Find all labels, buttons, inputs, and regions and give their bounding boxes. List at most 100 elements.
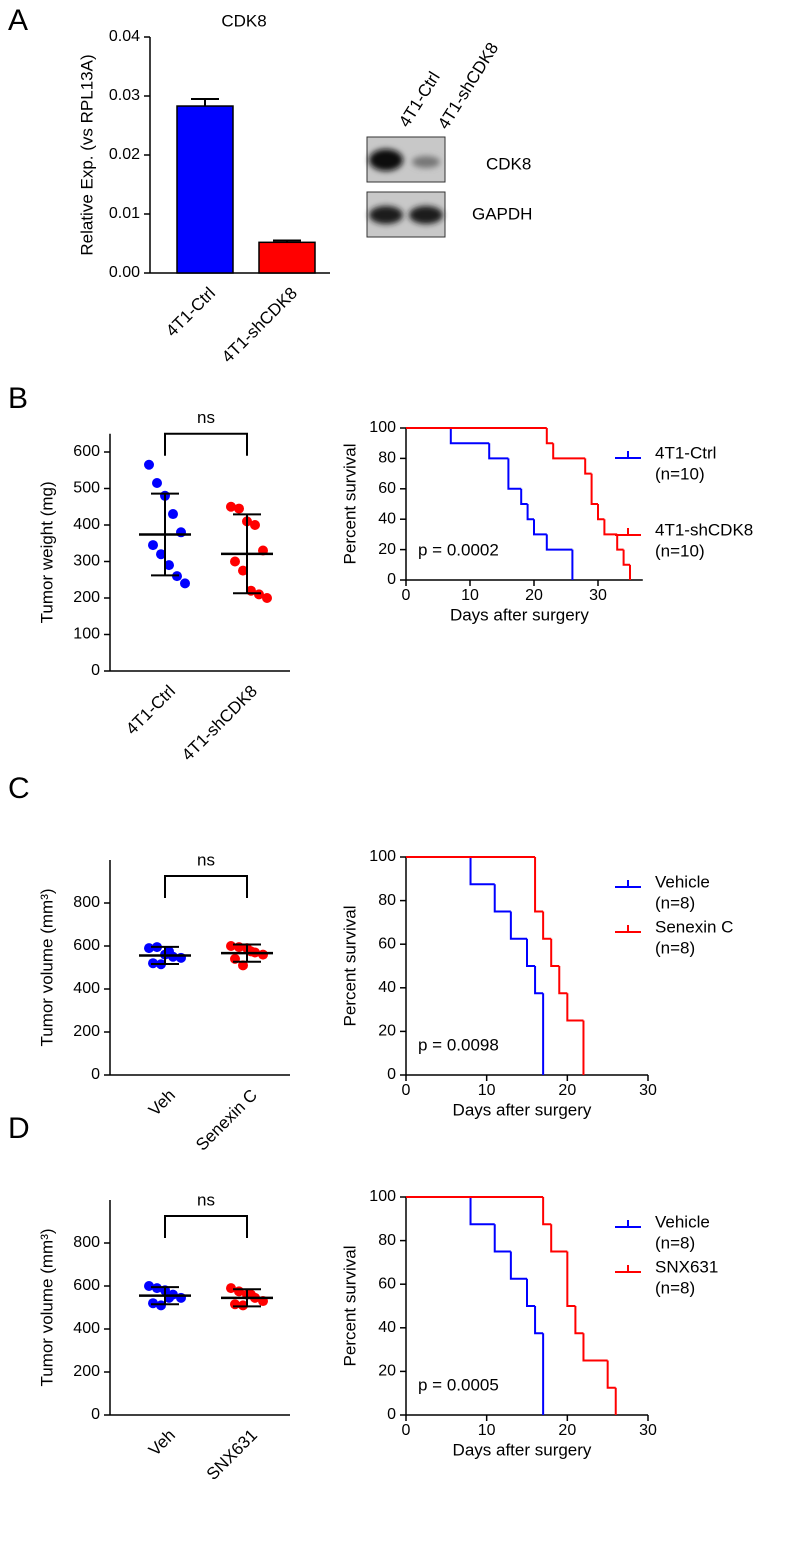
dot xyxy=(144,943,154,954)
y-tick-label: 40 xyxy=(378,510,396,527)
survival-step xyxy=(558,966,568,995)
blot-band xyxy=(409,206,443,224)
y-axis-label: Tumor volume (mm³) xyxy=(37,888,56,1046)
dot xyxy=(144,459,154,470)
bar xyxy=(176,105,234,274)
legend-swatch xyxy=(615,880,641,888)
legend-swatch xyxy=(615,528,641,536)
survival-step xyxy=(552,443,586,460)
y-tick-label: 0 xyxy=(387,1066,396,1083)
panel-letter: C xyxy=(8,772,30,805)
survival-step xyxy=(622,549,630,566)
significance-bracket xyxy=(164,875,248,898)
dot xyxy=(156,549,166,560)
legend-label: Senexin C xyxy=(655,917,733,936)
dot xyxy=(164,560,174,571)
significance-label: ns xyxy=(197,850,215,869)
dot xyxy=(238,565,248,576)
x-tick-label: SNX631 xyxy=(203,1426,261,1484)
y-tick-label: 200 xyxy=(73,1023,100,1040)
legend-swatch xyxy=(615,1220,641,1228)
survival-step xyxy=(449,428,490,445)
survival-step xyxy=(542,911,552,940)
y-tick-label: 60 xyxy=(378,480,396,497)
x-tick-label: Senexin C xyxy=(192,1086,261,1155)
x-tick-label: 4T1-Ctrl xyxy=(162,284,219,341)
survival-step xyxy=(603,519,618,536)
survival-step xyxy=(507,458,522,490)
blot-band xyxy=(369,149,403,171)
sd-bar xyxy=(151,945,179,966)
x-axis-label: Days after surgery xyxy=(453,1440,592,1459)
legend-label: SNX631 xyxy=(655,1257,718,1276)
x-tick-label: 30 xyxy=(589,587,607,604)
dot xyxy=(258,949,268,960)
y-tick-label: 0.02 xyxy=(109,146,140,163)
y-tick-label: 100 xyxy=(369,848,396,865)
significance-bracket xyxy=(164,432,248,456)
x-tick-label: 10 xyxy=(478,1422,496,1439)
dot xyxy=(226,1283,236,1294)
y-tick-label: 0.00 xyxy=(109,264,140,281)
y-tick-label: 0 xyxy=(91,1406,100,1423)
survival-step xyxy=(545,534,573,551)
y-tick-label: 80 xyxy=(378,450,396,467)
y-tick-label: 20 xyxy=(378,1363,396,1380)
survival-step xyxy=(526,504,534,521)
western-blot: 4T1-Ctrl 4T1-shCDK8 CDK8 GAPDH xyxy=(366,39,532,238)
dot xyxy=(144,1281,154,1291)
survival-step xyxy=(533,519,547,536)
dot xyxy=(156,1300,166,1311)
y-tick-label: 800 xyxy=(73,894,100,911)
band-label: GAPDH xyxy=(472,204,532,223)
y-tick-label: 0 xyxy=(91,1066,100,1083)
y-tick-label: 80 xyxy=(378,892,396,909)
legend-label: 4T1-Ctrl xyxy=(655,443,716,462)
dot xyxy=(168,509,178,520)
x-axis-label: Days after surgery xyxy=(450,605,589,624)
sd-bar xyxy=(233,513,261,595)
y-tick-label: 100 xyxy=(369,419,396,436)
y-tick-label: 0 xyxy=(387,571,396,588)
dot xyxy=(176,1292,186,1303)
dot xyxy=(226,501,236,512)
p-value: p = 0.0005 xyxy=(418,1375,499,1394)
legend-n: (n=8) xyxy=(655,893,695,912)
dot xyxy=(238,960,248,971)
y-tick-label: 400 xyxy=(73,516,100,533)
x-tick-label: 4T1-shCDK8 xyxy=(178,682,261,765)
dot xyxy=(180,578,190,589)
x-tick-label: 4T1-shCDK8 xyxy=(218,284,301,367)
x-tick-label: 0 xyxy=(402,1422,411,1439)
sd-bar xyxy=(233,943,261,963)
y-tick-label: 600 xyxy=(73,443,100,460)
legend-swatch xyxy=(615,925,641,933)
y-axis-label: Percent survival xyxy=(340,1246,359,1367)
survival-step xyxy=(534,1306,544,1335)
y-axis-label: Relative Exp. (vs RPL13A) xyxy=(77,54,96,255)
y-tick-label: 400 xyxy=(73,1320,100,1337)
dot xyxy=(230,556,240,567)
dot xyxy=(262,593,272,603)
x-tick-label: Veh xyxy=(145,1086,179,1120)
legend-swatch xyxy=(615,1265,641,1273)
survival-step xyxy=(520,488,528,505)
y-tick-label: 40 xyxy=(378,979,396,996)
dot xyxy=(164,946,174,957)
y-tick-label: 100 xyxy=(369,1188,396,1205)
chart-title: CDK8 xyxy=(221,11,266,30)
y-tick-label: 600 xyxy=(73,937,100,954)
y-tick-label: 80 xyxy=(378,1232,396,1249)
p-value: p = 0.0002 xyxy=(418,540,499,559)
dot xyxy=(148,540,158,551)
survival-step xyxy=(488,443,509,460)
survival-step xyxy=(566,1251,576,1307)
survival-step xyxy=(566,993,584,1022)
survival-step xyxy=(526,938,536,967)
survival-step xyxy=(534,857,544,913)
survival-step xyxy=(616,534,624,551)
sd-bar xyxy=(233,1288,261,1308)
dot xyxy=(176,527,186,538)
blot-band xyxy=(369,206,403,224)
blot-band xyxy=(412,156,440,168)
